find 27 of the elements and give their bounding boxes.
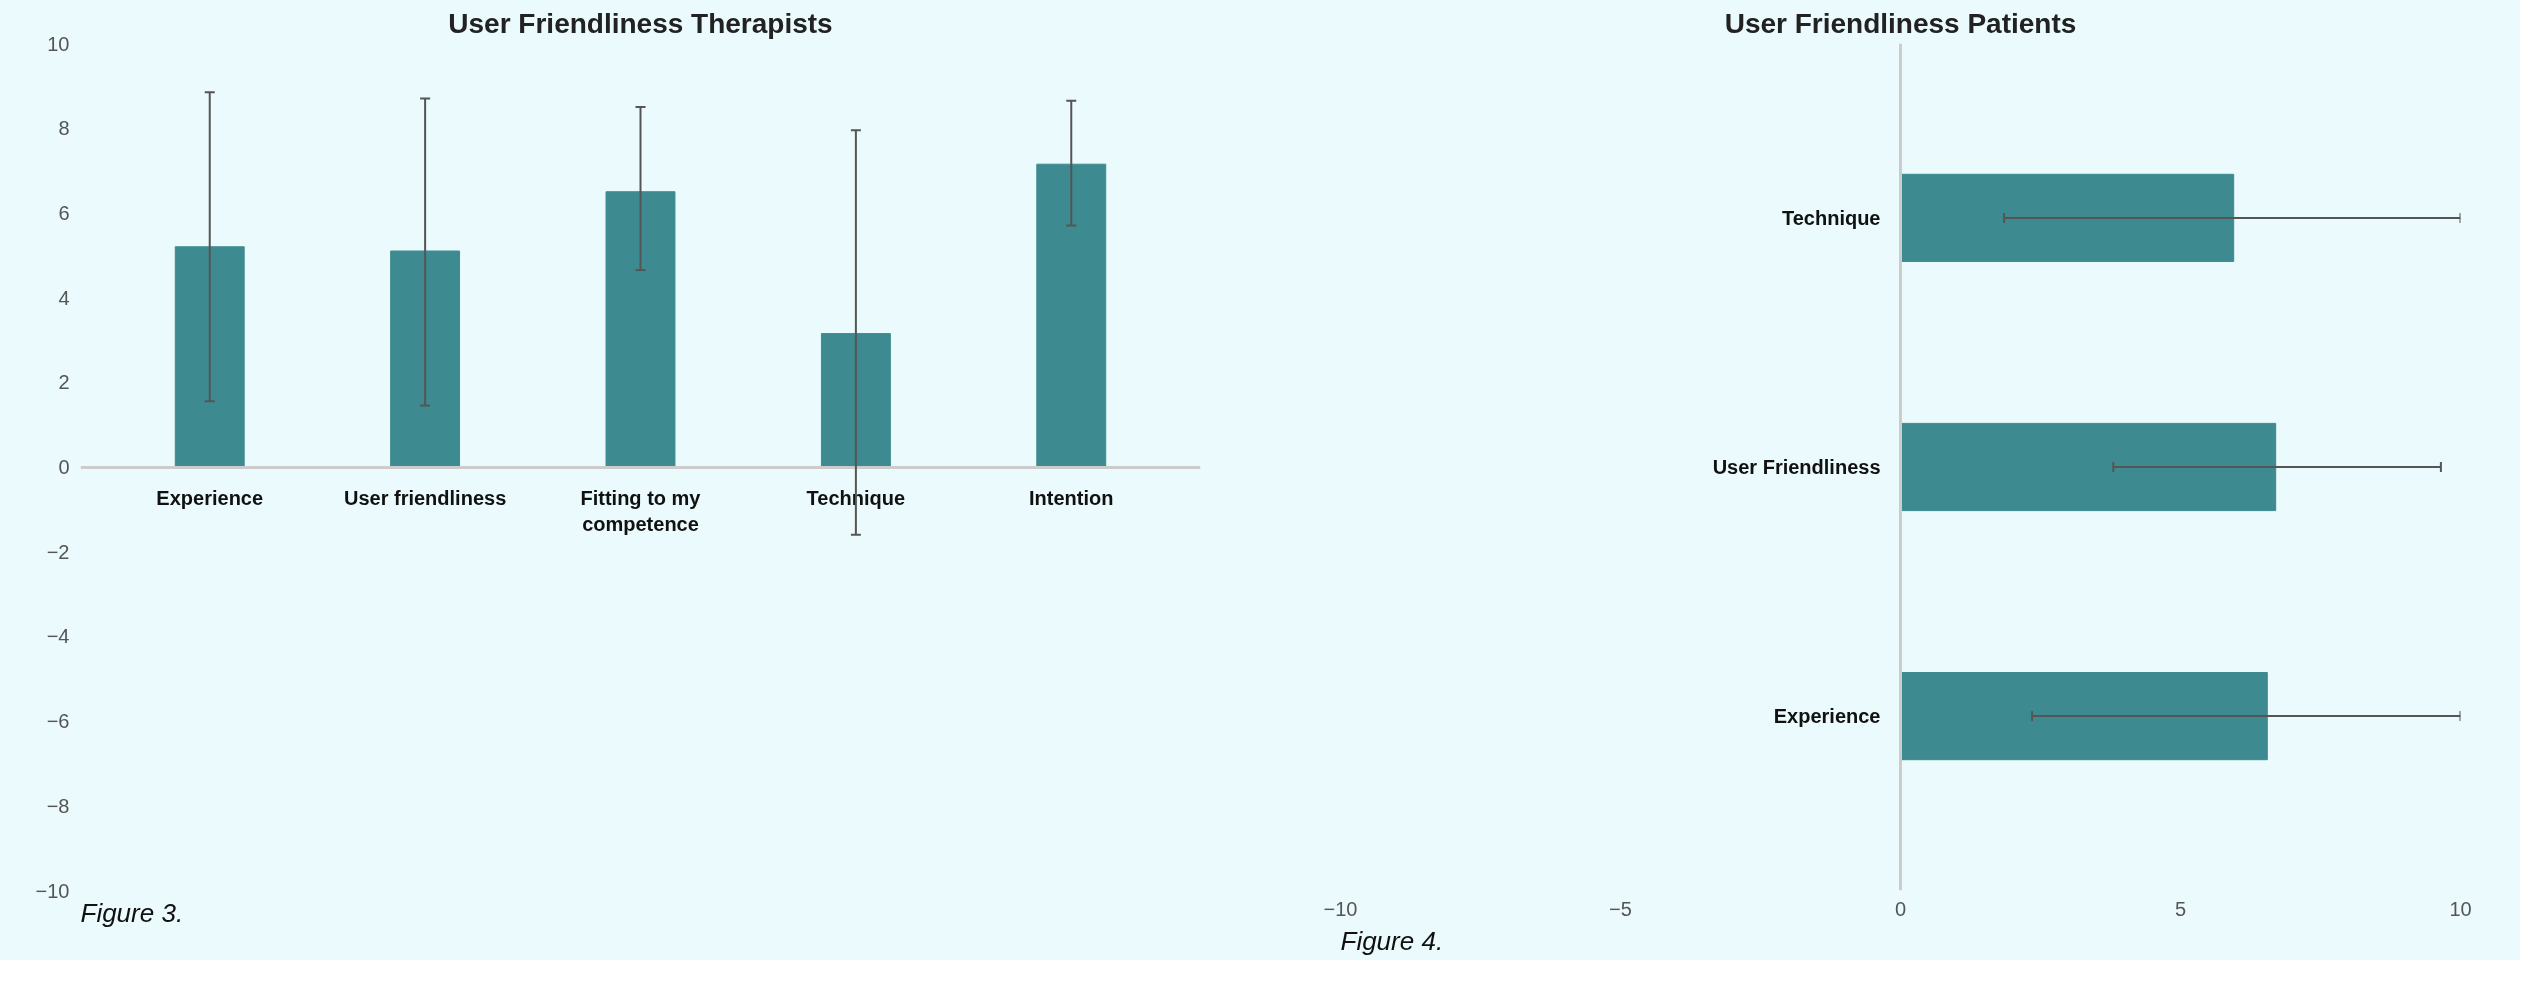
y-tick-label: 6	[58, 201, 70, 224]
x-tick-label: 5	[2174, 897, 2187, 920]
y-tick-label: 8	[58, 117, 70, 140]
x-tick-label: Intention	[1029, 487, 1114, 509]
caption: Figure 4.	[1340, 925, 1444, 956]
x-tick-label: −5	[1609, 897, 1632, 920]
chart-title: User Friendliness Patients	[1724, 7, 2077, 39]
y-tick-label: −10	[35, 879, 70, 902]
y-tick-label: 10	[47, 32, 70, 55]
y-tick-label: Technique	[1781, 206, 1881, 229]
y-tick-label: −6	[46, 710, 70, 733]
y-tick-label: −8	[46, 794, 70, 817]
caption: Figure 3.	[80, 897, 184, 928]
x-tick-label: 10	[2449, 897, 2472, 920]
y-tick-label: 0	[58, 456, 70, 478]
y-tick-label: User Friendliness	[1712, 456, 1881, 478]
chart-title: User Friendliness Therapists	[448, 7, 833, 39]
y-tick-label: −2	[46, 540, 70, 563]
x-tick-label: User friendliness	[343, 487, 507, 509]
y-tick-label: 2	[58, 371, 70, 394]
y-tick-label: Experience	[1773, 705, 1881, 728]
x-tick-label: 0	[1894, 897, 1907, 920]
y-tick-label: −4	[46, 625, 70, 648]
x-tick-label: −10	[1323, 897, 1358, 920]
x-tick-label: Fitting to my competence	[580, 487, 702, 536]
y-tick-label: 4	[58, 286, 70, 309]
x-tick-label: Experience	[156, 487, 264, 509]
